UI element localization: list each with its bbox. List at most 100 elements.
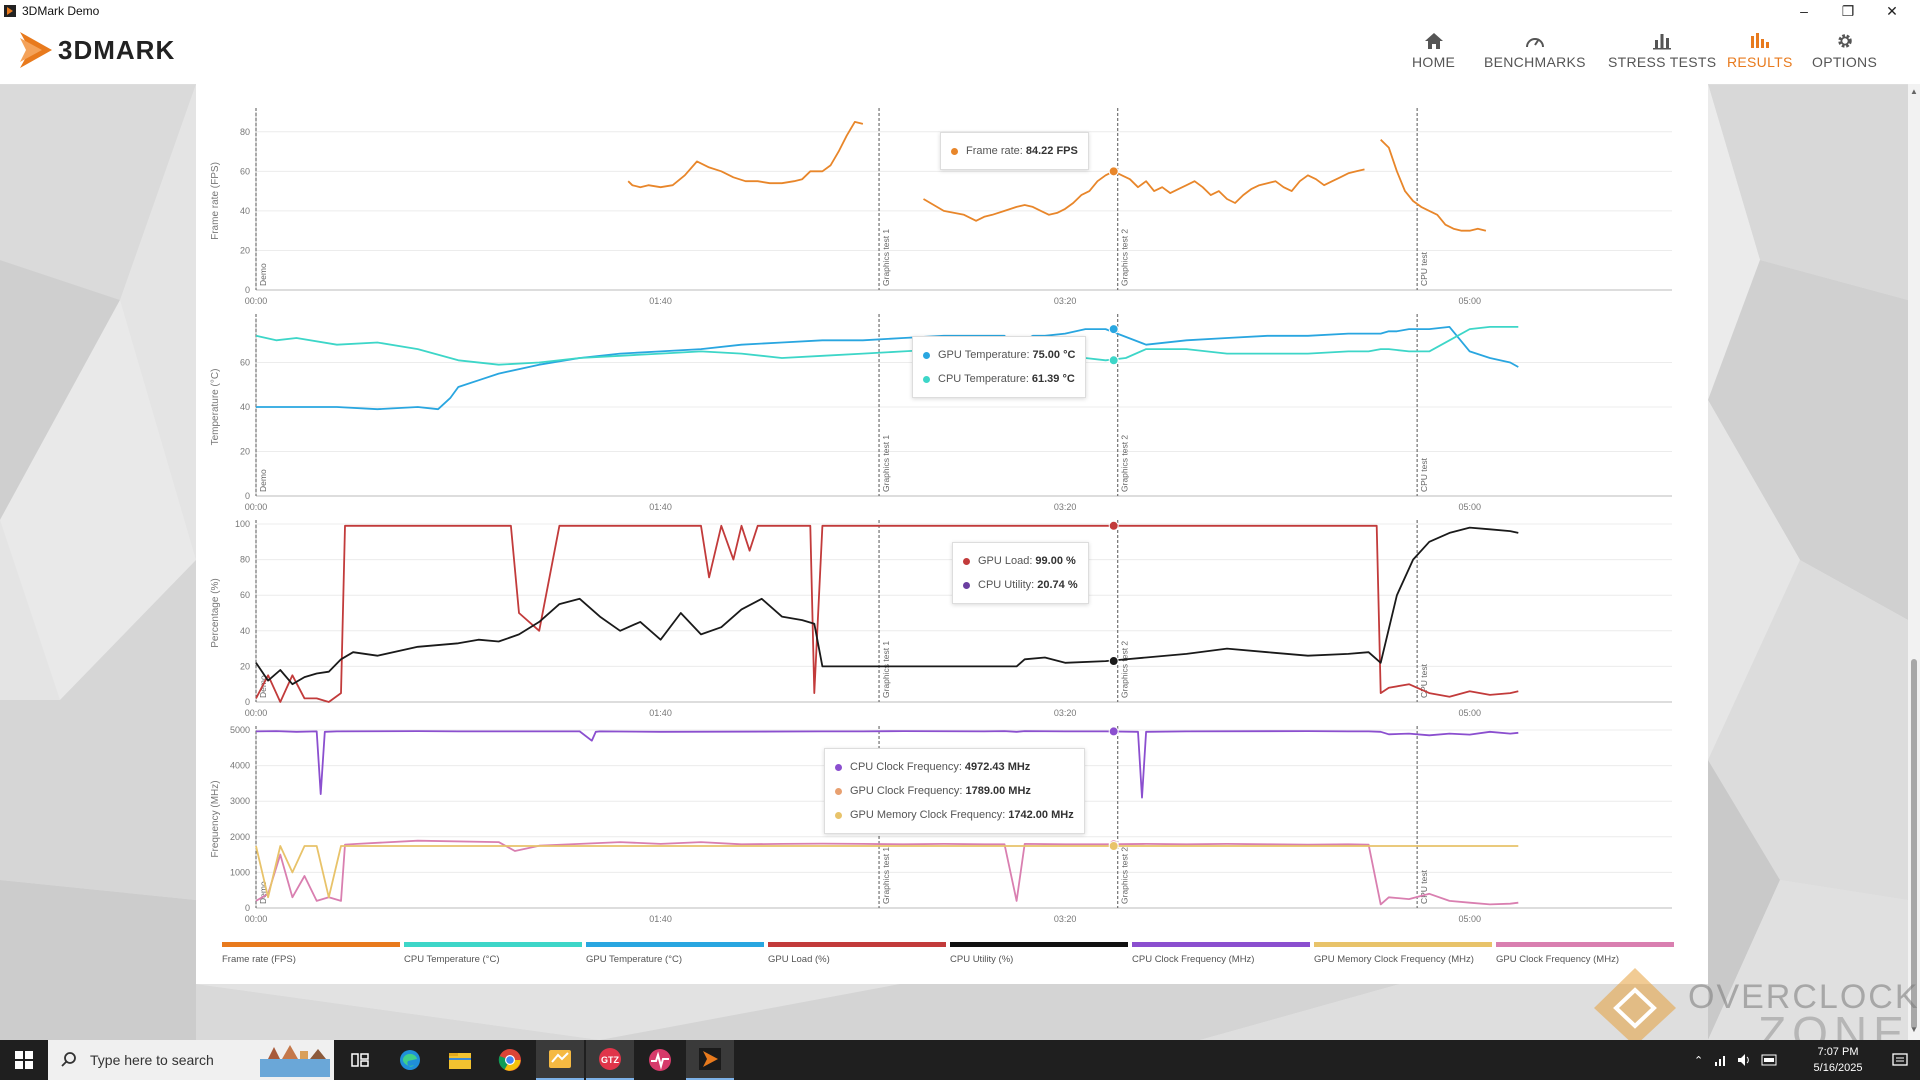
y-tick-label: 20: [240, 661, 250, 671]
legend-swatch: [222, 942, 400, 947]
nav-home[interactable]: HOME: [1412, 32, 1455, 70]
clock-date: 5/16/2025: [1813, 1062, 1863, 1074]
legend-swatch: [1496, 942, 1674, 947]
nav-options[interactable]: OPTIONS: [1812, 32, 1877, 70]
clock-time: 7:07 PM: [1817, 1046, 1859, 1058]
legend-gpu-clock[interactable]: GPU Clock Frequency (MHz): [1496, 942, 1674, 965]
notification-button[interactable]: [1880, 1040, 1920, 1080]
language-icon[interactable]: [1761, 1053, 1777, 1067]
hover-point: [1108, 166, 1119, 177]
scroll-up-icon[interactable]: ▲: [1910, 87, 1918, 96]
hover-point: [1108, 520, 1119, 531]
legend-label: Frame rate (FPS): [222, 954, 296, 965]
volume-icon[interactable]: [1737, 1053, 1753, 1067]
nav-stress-tests-label: STRESS TESTS: [1608, 54, 1717, 70]
tray-overflow-icon[interactable]: ⌃: [1694, 1054, 1704, 1067]
restore-button[interactable]: ❐: [1841, 2, 1855, 19]
chrome-icon: [498, 1049, 521, 1071]
legend-swatch: [1132, 942, 1310, 947]
taskbar-notes[interactable]: [536, 1040, 584, 1080]
series-dot-icon: [923, 351, 930, 359]
y-tick-label: 2000: [230, 832, 250, 842]
tooltip-row: GPU Temperature: 75.00 °C: [923, 343, 1075, 367]
test-marker-label: CPU test: [1419, 251, 1429, 286]
legend-label: GPU Memory Clock Frequency (MHz): [1314, 954, 1474, 965]
minimize-button[interactable]: –: [1800, 3, 1808, 19]
gear-icon: [1837, 34, 1852, 48]
test-marker-label: Graphics test 2: [1120, 229, 1130, 286]
legend-gpu-temperature[interactable]: GPU Temperature (°C): [586, 942, 764, 965]
legend-gpu-load[interactable]: GPU Load (%): [768, 942, 946, 965]
tooltip-row: CPU Utility: 20.74 %: [963, 573, 1078, 597]
hover-point: [1108, 726, 1119, 737]
tooltip-row: CPU Temperature: 61.39 °C: [923, 367, 1075, 391]
x-tick-label: 01:40: [649, 914, 672, 924]
monitor-app-icon: [649, 1049, 671, 1071]
taskbar-search[interactable]: Type here to search: [48, 1040, 334, 1080]
scroll-down-icon[interactable]: ▼: [1910, 1025, 1918, 1034]
y-tick-label: 0: [245, 697, 250, 707]
x-tick-label: 05:00: [1458, 502, 1481, 512]
y-tick-label: 80: [240, 127, 250, 137]
nav-results[interactable]: RESULTS: [1727, 32, 1793, 70]
legend-swatch: [1314, 942, 1492, 947]
series-dot-icon: [951, 147, 958, 155]
svg-text:GTZ: GTZ: [601, 1055, 619, 1065]
taskbar-clock[interactable]: 7:07 PM 5/16/2025: [1790, 1044, 1886, 1076]
window-titlebar: 3DMark Demo – ❐ ✕: [0, 0, 1920, 22]
app-icon: [4, 5, 16, 17]
series-dot-icon: [963, 557, 970, 565]
nav-benchmarks[interactable]: BENCHMARKS: [1484, 32, 1586, 70]
y-tick-label: 4000: [230, 761, 250, 771]
nav-options-label: OPTIONS: [1812, 54, 1878, 70]
window-title: 3DMark Demo: [22, 4, 100, 18]
nav-stress-tests[interactable]: STRESS TESTS: [1608, 32, 1716, 70]
3dmark-logo[interactable]: 3DMARK: [18, 30, 175, 70]
legend-frame-rate[interactable]: Frame rate (FPS): [222, 942, 400, 965]
edge-icon: [400, 1050, 420, 1070]
legend-label: CPU Temperature (°C): [404, 954, 500, 965]
legend-cpu-clock[interactable]: CPU Clock Frequency (MHz): [1132, 942, 1310, 965]
3dmark-logo-icon: [20, 32, 52, 68]
start-button[interactable]: [0, 1040, 48, 1080]
x-tick-label: 01:40: [649, 296, 672, 306]
taskbar-gpu-tool[interactable]: GTZ: [586, 1040, 634, 1080]
series-line-cpu-clock-frequency: [255, 730, 1519, 799]
legend-cpu-utility[interactable]: CPU Utility (%): [950, 942, 1128, 965]
network-icon[interactable]: [1713, 1053, 1729, 1067]
legend-cpu-temperature[interactable]: CPU Temperature (°C): [404, 942, 582, 965]
nav-home-label: HOME: [1412, 54, 1456, 70]
hover-point: [1108, 355, 1119, 366]
x-tick-label: 01:40: [649, 502, 672, 512]
results-panel: 0 20 40 60 80 Frame rate (FPS) 00:00 01:40 03:20…: [196, 84, 1708, 984]
y-tick-label: 60: [240, 166, 250, 176]
legend-swatch: [950, 942, 1128, 947]
series-dot-icon: [963, 581, 970, 589]
tooltip-frequency: CPU Clock Frequency: 4972.43 MHz GPU Cloc…: [824, 748, 1085, 834]
task-view-button[interactable]: [336, 1040, 384, 1080]
bar-chart-icon: [1653, 34, 1672, 50]
close-button[interactable]: ✕: [1886, 2, 1898, 19]
taskbar-3dmark[interactable]: [686, 1040, 734, 1080]
x-tick-label: 00:00: [245, 914, 268, 924]
scroll-thumb[interactable]: [1911, 659, 1917, 1029]
test-marker-label: Demo: [258, 263, 268, 286]
notification-icon: [1892, 1053, 1908, 1066]
legend-label: CPU Clock Frequency (MHz): [1132, 954, 1255, 965]
series-dot-icon: [923, 375, 930, 383]
taskbar-chrome[interactable]: [486, 1040, 534, 1080]
nav-results-label: RESULTS: [1727, 54, 1793, 70]
taskbar-edge[interactable]: [386, 1040, 434, 1080]
taskbar-monitor-app[interactable]: [636, 1040, 684, 1080]
tooltip-row: GPU Load: 99.00 %: [963, 549, 1078, 573]
legend-gpu-memory-clock[interactable]: GPU Memory Clock Frequency (MHz): [1314, 942, 1492, 965]
watermark-diamond-icon: [1594, 968, 1676, 1046]
gpu-tool-icon: GTZ: [599, 1048, 621, 1070]
legend-label: CPU Utility (%): [950, 954, 1014, 965]
hover-point: [1108, 656, 1119, 667]
test-marker-label: Graphics test 1: [881, 847, 891, 904]
vertical-scrollbar[interactable]: ▲ ▼: [1908, 84, 1920, 1040]
legend-label: GPU Clock Frequency (MHz): [1496, 954, 1619, 965]
series-dot-icon: [835, 763, 842, 771]
taskbar-file-explorer[interactable]: [436, 1040, 484, 1080]
